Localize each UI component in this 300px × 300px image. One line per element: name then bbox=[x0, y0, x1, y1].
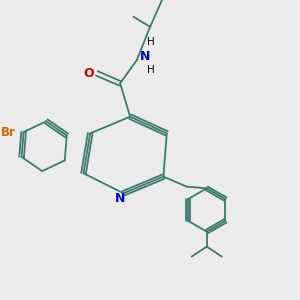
Text: O: O bbox=[83, 67, 94, 80]
Text: H: H bbox=[147, 65, 155, 75]
Text: H: H bbox=[147, 37, 155, 47]
Text: N: N bbox=[140, 50, 150, 63]
Text: N: N bbox=[115, 192, 125, 205]
Text: Br: Br bbox=[1, 125, 16, 139]
